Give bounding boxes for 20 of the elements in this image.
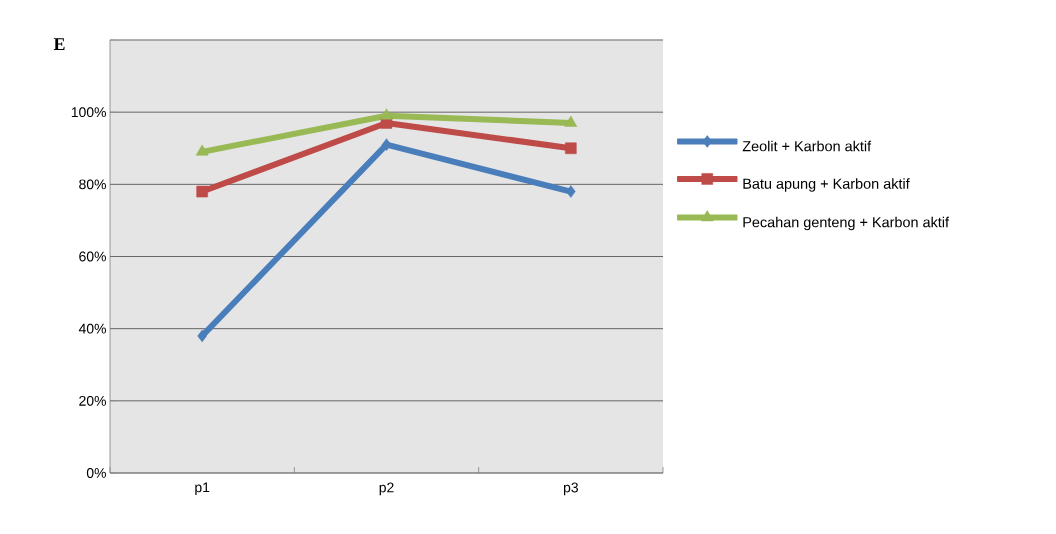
y-tick-label: 20% (79, 395, 106, 406)
y-tick-label: 40% (78, 323, 106, 334)
point (380, 108, 393, 120)
text: E (53, 38, 65, 50)
point (197, 329, 207, 343)
legend-label: Zeolit + Karbon aktif (742, 140, 872, 152)
x-tick-label: p2 (379, 482, 394, 496)
legend-label: Pecahan genteng + Karbon aktif (743, 216, 950, 231)
y-tick-label: 100% (71, 107, 106, 118)
x-tick-label: p3 (563, 482, 578, 496)
y-tick-label: 60% (79, 251, 106, 262)
y-tick-label: 0% (86, 468, 106, 478)
x-tick-label: p1 (195, 482, 210, 496)
point (565, 142, 577, 154)
legend-label: Batu apung + Karbon aktif (743, 178, 910, 192)
point (564, 115, 578, 127)
point (196, 185, 208, 198)
point (566, 185, 576, 198)
y-tick-label: 80% (79, 179, 106, 190)
point (195, 144, 209, 156)
